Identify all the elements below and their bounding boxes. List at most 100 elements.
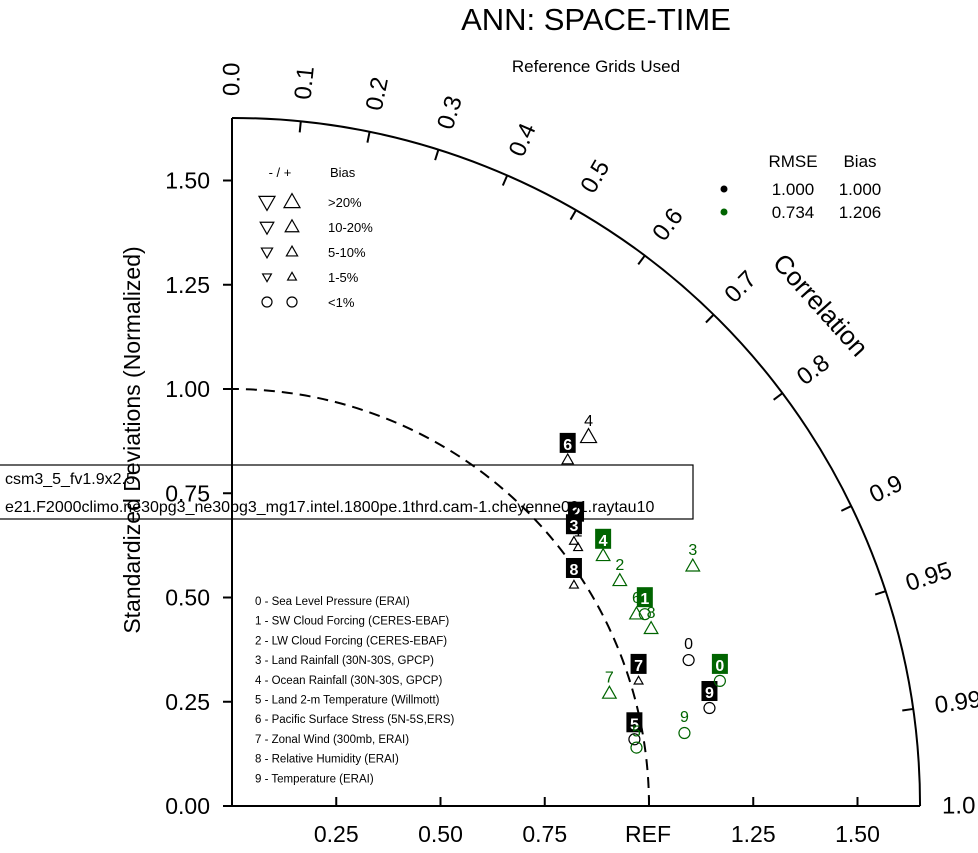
- ref-label: REF: [625, 821, 671, 847]
- y-tick-label: 0.50: [165, 585, 210, 611]
- corr-tick-mark: [840, 505, 852, 512]
- point-label-box: [630, 653, 647, 674]
- data-point-marker: [633, 675, 645, 685]
- point-label: 0: [715, 658, 724, 675]
- corr-tick-label: 0.1: [290, 65, 320, 101]
- y-tick-label: 1.25: [165, 272, 210, 298]
- stats-legend-dot: [720, 185, 728, 193]
- case-names-box: csm3_5_fv1.9x2.5 e21.F2000climo.ne30pg3_…: [0, 464, 694, 520]
- x-tick-label: 0.25: [314, 821, 359, 847]
- bias-legend-plus-marker: [286, 271, 298, 281]
- bias-legend: - / + Bias >20% 10-20% 5-10% 1-5% <1%: [257, 165, 373, 310]
- data-point-marker: [638, 608, 651, 621]
- corr-tick-mark: [773, 392, 784, 401]
- bias-legend-plus-marker: [282, 192, 302, 209]
- case-name-2: e21.F2000climo.ne30pg3_ne30pg3_mg17.inte…: [5, 499, 654, 516]
- variable-legend-item: 1 - SW Cloud Forcing (CERES-EBAF): [255, 616, 449, 628]
- point-label: 5: [632, 724, 641, 741]
- data-point-marker: [713, 674, 726, 688]
- case-box-frame: [0, 464, 694, 520]
- y-axis-label: Standardized Deviations (Normalized): [119, 246, 145, 633]
- variable-legend: 0 - Sea Level Pressure (ERAI) 1 - SW Clou…: [255, 596, 455, 785]
- stats-bias-value: 1.000: [839, 180, 882, 199]
- bias-legend-minus-marker: [257, 195, 277, 212]
- point-label: 2: [572, 506, 581, 523]
- variable-legend-item: 8 - Relative Humidity (ERAI): [255, 754, 399, 766]
- data-point-marker: [601, 685, 618, 699]
- chart-title: ANN: SPACE-TIME: [461, 2, 731, 37]
- point-label-box: [626, 712, 643, 733]
- data-point-marker: [579, 427, 598, 444]
- data-point-marker: [684, 557, 701, 572]
- x-tick-label: 0.75: [522, 821, 567, 847]
- point-label: 3: [569, 518, 578, 535]
- stats-legend: RMSE Bias 1.000 1.000 0.734 1.206: [720, 152, 882, 222]
- point-label-box: [559, 432, 576, 453]
- y-tick-label: 0.75: [165, 480, 210, 506]
- stats-bias-value: 1.206: [839, 203, 882, 222]
- corr-tick-label: 0.0: [219, 63, 246, 96]
- bias-legend-label: >20%: [328, 195, 362, 210]
- point-label: 9: [680, 709, 689, 726]
- bias-legend-header: Bias: [330, 165, 356, 180]
- point-label: 7: [634, 658, 643, 675]
- data-point-marker: [643, 620, 659, 635]
- axis-labels: Standardized Deviations (Normalized) Cor…: [119, 246, 874, 847]
- point-label: 2: [615, 557, 624, 574]
- reference-arc: [231, 388, 650, 807]
- point-label-box: [565, 557, 582, 578]
- point-label: 7: [605, 669, 614, 686]
- variable-legend-item: 2 - LW Cloud Forcing (CERES-EBAF): [255, 635, 447, 647]
- bias-legend-label: <1%: [328, 295, 355, 310]
- data-point-marker: [561, 452, 575, 465]
- stats-rmse-value: 1.000: [772, 180, 815, 199]
- point-label-box: [636, 587, 653, 608]
- stats-rmse-value: 0.734: [772, 203, 815, 222]
- point-label: 3: [688, 542, 697, 559]
- data-point-marker: [628, 605, 645, 620]
- case-name-1: csm3_5_fv1.9x2.5: [5, 471, 135, 488]
- corr-tick-mark: [434, 149, 440, 161]
- bias-legend-minus-marker: [260, 247, 274, 260]
- variable-legend-item: 9 - Temperature (ERAI): [255, 773, 374, 785]
- data-point-marker: [568, 579, 580, 589]
- point-label: 4: [584, 413, 593, 430]
- variable-legend-item: 0 - Sea Level Pressure (ERAI): [255, 596, 410, 608]
- variable-legend-item: 3 - Land Rainfall (30N-30S, GPCP): [255, 655, 434, 667]
- bias-legend-minus-marker: [261, 273, 273, 283]
- point-label: 0: [684, 636, 693, 653]
- data-point-marker: [572, 541, 584, 552]
- data-point-marker: [703, 701, 716, 715]
- data-point-marker: [678, 726, 691, 740]
- y-tick-label: 1.50: [165, 168, 210, 194]
- corr-tick-label: 0.99: [933, 686, 978, 719]
- variable-legend-item: 6 - Pacific Surface Stress (5N-5S,ERS): [255, 714, 455, 726]
- bias-legend-minus-marker: [259, 221, 275, 236]
- bias-legend-plus-marker: [284, 218, 300, 233]
- point-label-box: [711, 653, 728, 674]
- corr-tick-mark: [637, 254, 646, 265]
- bias-legend-label: 1-5%: [328, 270, 359, 285]
- data-point-marker: [611, 572, 628, 587]
- stats-legend-dot: [720, 208, 728, 216]
- point-label: 8: [569, 562, 578, 579]
- bias-legend-label: 10-20%: [328, 220, 373, 235]
- corr-tick-label: 0.2: [361, 75, 394, 113]
- axis-ticks: 0.00 0.25 0.50 0.75 1.00 1.25 1.50 0.25 0.50 0.75…: [165, 168, 880, 848]
- corr-tick-mark: [902, 707, 914, 712]
- corr-tick-mark: [501, 174, 509, 186]
- data-point-marker: [595, 547, 611, 562]
- bias-legend-plus-marker: [286, 296, 298, 308]
- x-tick-label: 1.50: [835, 821, 880, 847]
- corr-tick-mark: [569, 209, 577, 221]
- axes: [231, 116, 922, 807]
- point-label: 6: [632, 590, 641, 607]
- y-tick-label: 0.25: [165, 689, 210, 715]
- point-label: 4: [599, 533, 608, 550]
- point-label: 1: [640, 591, 649, 608]
- x-tick-label: 0.50: [418, 821, 463, 847]
- point-label: 5: [630, 716, 639, 733]
- y-tick-label: 0.00: [165, 793, 210, 819]
